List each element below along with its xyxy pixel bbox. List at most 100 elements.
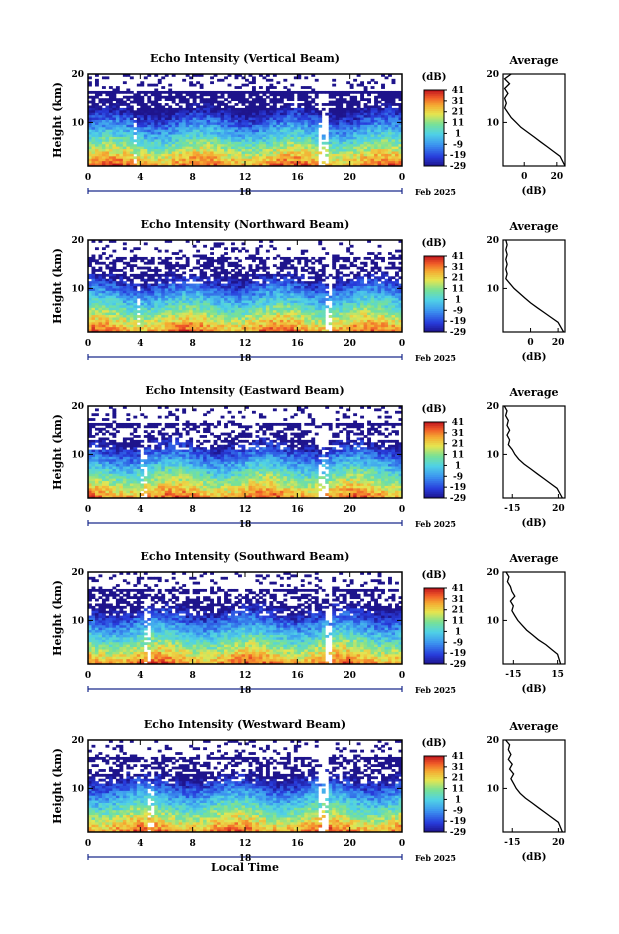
x-tick-label: 12 [239, 671, 252, 681]
colorbar-tick-label: 41 [452, 86, 465, 96]
colorbar [424, 422, 444, 499]
colorbar-tick-label: -9 [453, 140, 463, 150]
x-tick-label: 0 [399, 839, 405, 849]
colorbar-tick-label: -29 [450, 328, 466, 338]
colorbar-tick-label: 11 [452, 119, 465, 129]
colorbar-label: (dB) [422, 238, 447, 249]
y-axis-label: Height (km) [51, 580, 64, 656]
y-tick-label: 20 [71, 568, 84, 578]
colorbar-tick-label: 31 [452, 97, 465, 107]
x-tick-label: 16 [291, 505, 304, 515]
colorbar-tick-label: 1 [455, 461, 461, 471]
panel-title: Echo Intensity (Southward Beam) [141, 550, 350, 563]
x-tick-label: 8 [190, 839, 196, 849]
x-tick-label: 0 [399, 173, 405, 183]
x-tick-label: 16 [291, 671, 304, 681]
heatmap-cells [88, 572, 402, 664]
colorbar-tick-label: 11 [452, 451, 465, 461]
average-y-tick-label: 10 [486, 784, 499, 794]
colorbar-tick-label: -19 [450, 649, 466, 659]
colorbar-tick-label: -9 [453, 638, 463, 648]
x-tick-label: 8 [190, 339, 196, 349]
average-title: Average [508, 220, 558, 233]
x-tick-label: 0 [85, 839, 91, 849]
panel-title: Echo Intensity (Northward Beam) [141, 218, 350, 231]
average-x-tick-label: -15 [504, 838, 520, 848]
average-x-tick-label: 0 [521, 172, 527, 182]
average-x-label: (dB) [522, 352, 547, 363]
average-x-tick-label: 20 [552, 338, 565, 348]
colorbar [424, 588, 444, 665]
y-tick-label: 20 [71, 736, 84, 746]
x-tick-label: 4 [137, 839, 143, 849]
y-tick-label: 20 [71, 236, 84, 246]
colorbar-tick-label: 21 [452, 274, 465, 284]
x-tick-label: 16 [291, 339, 304, 349]
colorbar [424, 256, 444, 333]
day-label: 18 [239, 354, 252, 364]
colorbar-tick-label: -29 [450, 162, 466, 172]
colorbar-tick-label: -9 [453, 306, 463, 316]
average-title: Average [508, 552, 558, 565]
colorbar-tick-label: -19 [450, 317, 466, 327]
colorbar-tick-label: 21 [452, 108, 465, 118]
average-x-tick-label: -15 [505, 670, 521, 680]
average-y-tick-label: 10 [486, 284, 499, 294]
y-tick-label: 20 [71, 402, 84, 412]
colorbar-tick-label: 41 [452, 252, 465, 262]
colorbar-tick-label: -29 [450, 660, 466, 670]
heatmap-cells [88, 406, 402, 498]
y-axis-label: Height (km) [51, 414, 64, 490]
colorbar-tick-label: 21 [452, 440, 465, 450]
average-frame [503, 406, 565, 498]
month-label: Feb 2025 [415, 353, 456, 363]
y-axis-label: Height (km) [51, 82, 64, 158]
colorbar-tick-label: 11 [452, 285, 465, 295]
x-tick-label: 0 [85, 339, 91, 349]
colorbar [424, 90, 444, 167]
x-axis-label: Local Time [211, 861, 279, 874]
average-x-label: (dB) [522, 852, 547, 863]
x-tick-label: 0 [399, 339, 405, 349]
colorbar-tick-label: 1 [455, 129, 461, 139]
x-tick-label: 0 [399, 505, 405, 515]
panel-title: Echo Intensity (Eastward Beam) [145, 384, 344, 397]
y-axis-label: Height (km) [51, 248, 64, 324]
y-tick-label: 10 [71, 284, 84, 294]
colorbar-tick-label: -19 [450, 483, 466, 493]
colorbar-tick-label: 11 [452, 617, 465, 627]
x-tick-label: 0 [85, 671, 91, 681]
colorbar-tick-label: 31 [452, 763, 465, 773]
colorbar-tick-label: 21 [452, 606, 465, 616]
average-y-tick-label: 20 [486, 236, 499, 246]
x-tick-label: 20 [343, 505, 356, 515]
colorbar-label: (dB) [422, 404, 447, 415]
x-tick-label: 4 [137, 671, 143, 681]
average-frame [503, 74, 565, 166]
average-frame [503, 740, 565, 832]
colorbar-tick-label: 31 [452, 595, 465, 605]
colorbar-tick-label: -9 [453, 806, 463, 816]
heatmap-cells [88, 74, 402, 166]
x-tick-label: 8 [190, 671, 196, 681]
average-y-tick-label: 20 [486, 736, 499, 746]
colorbar-tick-label: 41 [452, 584, 465, 594]
colorbar-tick-label: 41 [452, 752, 465, 762]
day-label: 18 [239, 188, 252, 198]
average-frame [503, 572, 565, 664]
average-title: Average [508, 720, 558, 733]
y-tick-label: 10 [71, 450, 84, 460]
colorbar-tick-label: 1 [455, 627, 461, 637]
x-tick-label: 0 [85, 173, 91, 183]
colorbar-tick-label: 31 [452, 263, 465, 273]
average-x-tick-label: 0 [527, 338, 533, 348]
average-y-tick-label: 10 [486, 450, 499, 460]
day-label: 18 [239, 520, 252, 530]
heatmap-cells [88, 740, 402, 832]
x-tick-label: 20 [343, 173, 356, 183]
average-y-tick-label: 10 [486, 118, 499, 128]
x-tick-label: 4 [137, 173, 143, 183]
month-label: Feb 2025 [415, 519, 456, 529]
x-tick-label: 16 [291, 839, 304, 849]
